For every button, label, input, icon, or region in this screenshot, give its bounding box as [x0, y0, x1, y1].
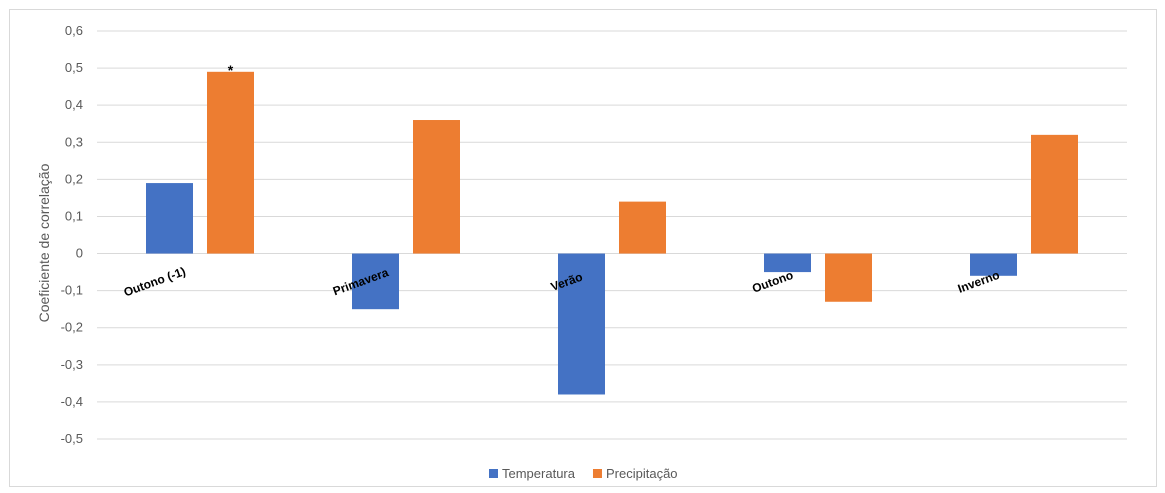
bar-Temperatura-Outono (-1) — [146, 183, 193, 254]
y-tick-label: -0,5 — [61, 431, 83, 446]
gridlines — [97, 30, 1127, 440]
y-tick-label: -0,2 — [61, 320, 83, 335]
legend-swatch — [489, 469, 498, 478]
bar-Temperatura-Verão — [558, 253, 605, 395]
y-tick-label: 0,2 — [65, 171, 83, 186]
category-label: Outono (-1) — [122, 264, 188, 299]
annotations: * — [228, 62, 234, 78]
bar-Temperatura-Primavera — [352, 253, 399, 310]
chart-frame — [9, 9, 1157, 487]
bar-Precipitação-Outono (-1) — [207, 71, 254, 254]
y-tick-label: 0 — [76, 246, 83, 261]
bars — [146, 71, 1078, 395]
bar-Temperatura-Inverno — [970, 253, 1017, 276]
legend: Temperatura Precipitação — [489, 466, 678, 481]
bar-Temperatura-Outono — [764, 253, 811, 273]
y-tick-label: -0,1 — [61, 283, 83, 298]
y-tick-label: 0,1 — [65, 208, 83, 223]
bar-Precipitação-Outono — [825, 253, 872, 302]
y-tick-label: 0,4 — [65, 97, 83, 112]
y-tick-labels: 0,6 0,5 0,4 0,3 0,2 0,1 0 -0,1 -0,2 -0,3 -0,4 -0,5 — [61, 23, 83, 446]
y-tick-label: 0,3 — [65, 134, 83, 149]
legend-swatch — [592, 469, 602, 478]
legend-label: Precipitação — [606, 466, 678, 481]
bar-Precipitação-Inverno — [1031, 134, 1078, 254]
y-tick-label: 0,6 — [65, 23, 83, 38]
bar-Precipitação-Verão — [619, 201, 666, 254]
y-tick-label: 0,5 — [65, 60, 83, 75]
bar-Precipitação-Primavera — [413, 120, 460, 254]
y-tick-label: -0,4 — [61, 394, 83, 409]
y-tick-label: -0,3 — [61, 357, 83, 372]
significance-annotation: * — [228, 62, 234, 78]
y-axis-title: Coeficiente de correlação — [36, 163, 52, 322]
legend-label: Temperatura — [502, 466, 576, 481]
